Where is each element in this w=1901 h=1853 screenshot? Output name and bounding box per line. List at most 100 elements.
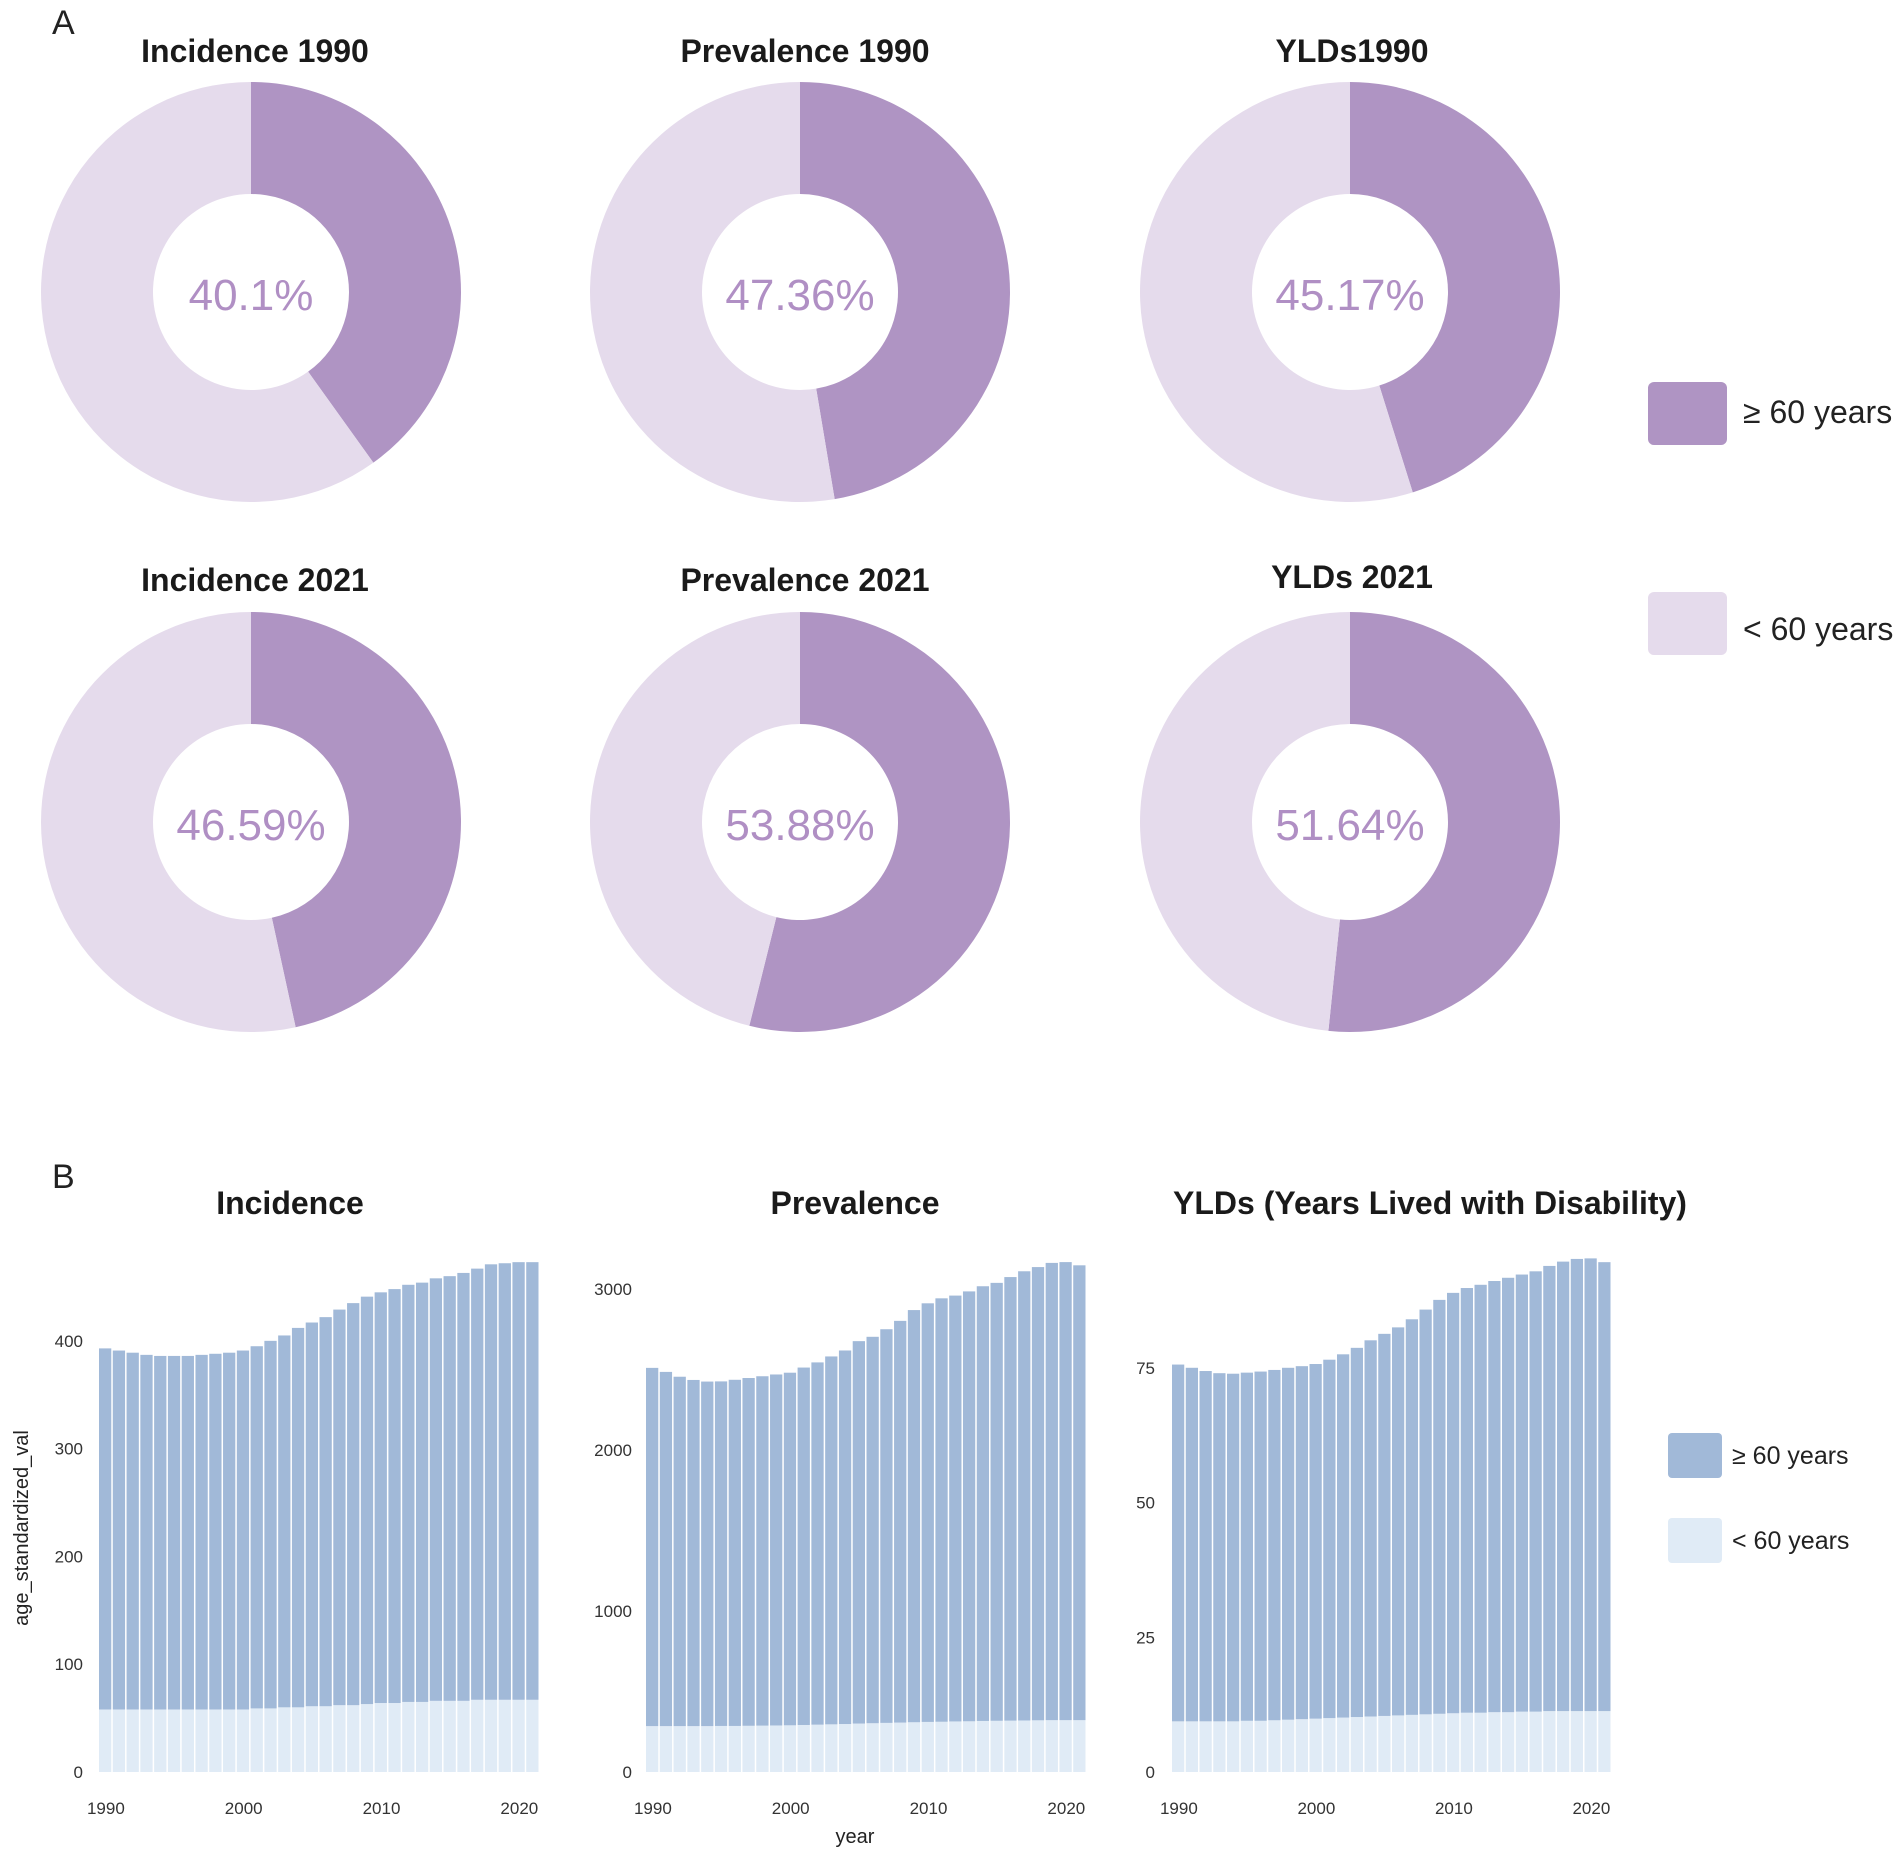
bar-segment-old <box>1199 1371 1212 1722</box>
bar-segment-young <box>1254 1720 1267 1772</box>
bar-segment-young <box>880 1722 893 1772</box>
donut-slice-young <box>589 82 835 502</box>
bar-segment-old <box>223 1352 236 1710</box>
bar-segment-young <box>195 1709 208 1772</box>
y-tick-label: 75 <box>1136 1359 1155 1378</box>
bar-segment-young <box>512 1699 525 1772</box>
bar-segment-young <box>333 1705 346 1772</box>
bar-segment-old <box>1419 1309 1432 1715</box>
bar-segment-young <box>1405 1714 1418 1772</box>
bar-chart-ylds: 0 25 50 75 1990 2000 2010 2020 <box>1136 1258 1611 1818</box>
legend-b-swatch-young <box>1668 1518 1722 1563</box>
bar-title-incidence: Incidence <box>216 1185 364 1221</box>
bar-segment-old <box>1405 1319 1418 1715</box>
bar-segment-young <box>770 1725 783 1772</box>
bar-segment-young <box>1584 1711 1597 1772</box>
y-tick-label: 0 <box>1146 1763 1155 1782</box>
donut-slice-young <box>1140 82 1413 502</box>
bar-segment-old <box>1018 1271 1031 1721</box>
bar-segment-old <box>935 1298 948 1722</box>
bar-segment-young <box>838 1724 852 1772</box>
bar-segment-young <box>236 1709 250 1772</box>
bar-segment-old <box>154 1355 167 1710</box>
bar-segment-young <box>783 1725 797 1772</box>
bar-segment-old <box>1515 1274 1528 1712</box>
bar-segment-young <box>402 1701 415 1772</box>
bar-segment-old <box>659 1371 673 1727</box>
bar-segment-old <box>1031 1267 1045 1721</box>
bar-segment-young <box>935 1721 948 1772</box>
center-label-prevalence-2021: 53.88% <box>725 801 874 850</box>
bar-segment-old <box>811 1362 824 1725</box>
donut-slice-old <box>1328 612 1560 1032</box>
bar-segment-young <box>471 1699 484 1772</box>
bar-segment-old <box>742 1378 755 1726</box>
bar-segment-old <box>347 1303 360 1706</box>
x-tick-label: 2020 <box>1047 1799 1085 1818</box>
bar-segment-old <box>415 1282 429 1702</box>
bar-segment-young <box>797 1724 810 1772</box>
donut-slice-young <box>41 82 374 502</box>
bar-segment-old <box>305 1322 318 1707</box>
bar-segment-old <box>1460 1288 1473 1713</box>
donut-incidence-1990 <box>41 82 462 502</box>
bar-segment-old <box>250 1346 263 1709</box>
bar-segment-old <box>1598 1262 1611 1712</box>
bar-segment-old <box>333 1309 346 1706</box>
bar-segment-young <box>140 1709 153 1772</box>
y-tick-label: 0 <box>623 1763 632 1782</box>
bar-segment-old <box>126 1352 139 1710</box>
x-tick-label: 2010 <box>910 1799 948 1818</box>
bar-segment-old <box>687 1379 700 1727</box>
bar-segment-old <box>360 1296 374 1705</box>
bar-segment-young <box>1073 1720 1086 1772</box>
bar-segment-young <box>1240 1720 1253 1772</box>
bar-segment-old <box>962 1291 976 1722</box>
bar-segment-young <box>498 1699 511 1772</box>
bar-segment-young <box>1309 1718 1322 1772</box>
donut-slice-young <box>1139 612 1350 1031</box>
bar-segment-young <box>167 1709 181 1772</box>
bar-segment-old <box>990 1282 1003 1721</box>
panel-b-label: B <box>52 1158 75 1196</box>
bar-segment-old <box>797 1367 810 1725</box>
bar-segment-old <box>714 1381 728 1726</box>
donut-slice-old <box>1350 82 1561 493</box>
legend-b-label-old: ≥ 60 years <box>1732 1442 1849 1470</box>
bar-segment-young <box>990 1720 1003 1772</box>
donut-title-prevalence-1990: Prevalence 1990 <box>680 33 929 69</box>
bar-segment-old <box>181 1355 194 1710</box>
bar-segment-old <box>457 1272 470 1701</box>
y-tick-label: 100 <box>55 1655 83 1674</box>
bar-segment-old <box>167 1355 181 1710</box>
bar-segment-young <box>673 1726 686 1772</box>
bar-segment-young <box>1268 1720 1281 1772</box>
bar-segment-old <box>443 1276 456 1701</box>
bar-segment-old <box>1350 1347 1363 1718</box>
bar-segment-young <box>1433 1713 1446 1772</box>
bar-segment-old <box>1045 1262 1058 1721</box>
bar-segment-young <box>1185 1721 1198 1772</box>
bar-segment-old <box>1172 1364 1185 1722</box>
bar-segment-old <box>498 1263 511 1700</box>
x-tick-label: 1990 <box>634 1799 672 1818</box>
x-tick-label: 2010 <box>1435 1799 1473 1818</box>
bar-segment-young <box>646 1726 659 1772</box>
x-tick-label: 1990 <box>1160 1799 1198 1818</box>
bar-segment-young <box>250 1708 263 1772</box>
y-tick-label: 2000 <box>594 1441 632 1460</box>
y-tick-label: 1000 <box>594 1602 632 1621</box>
donut-title-ylds-1990: YLDs1990 <box>1276 33 1429 69</box>
bar-chart-incidence: 0 100 200 300 400 1990 2000 2010 2020 <box>55 1262 539 1818</box>
bar-segment-young <box>976 1720 990 1772</box>
bar-segment-old <box>512 1262 525 1700</box>
bar-segment-old <box>209 1353 222 1710</box>
bar-segment-young <box>484 1699 498 1772</box>
bar-segment-old <box>319 1317 332 1707</box>
legend-b-label-young: < 60 years <box>1732 1527 1849 1555</box>
donut-title-incidence-2021: Incidence 2021 <box>141 562 369 598</box>
bar-segment-old <box>1240 1372 1253 1721</box>
bar-segment-young <box>291 1707 305 1772</box>
bar-segment-old <box>140 1354 153 1710</box>
